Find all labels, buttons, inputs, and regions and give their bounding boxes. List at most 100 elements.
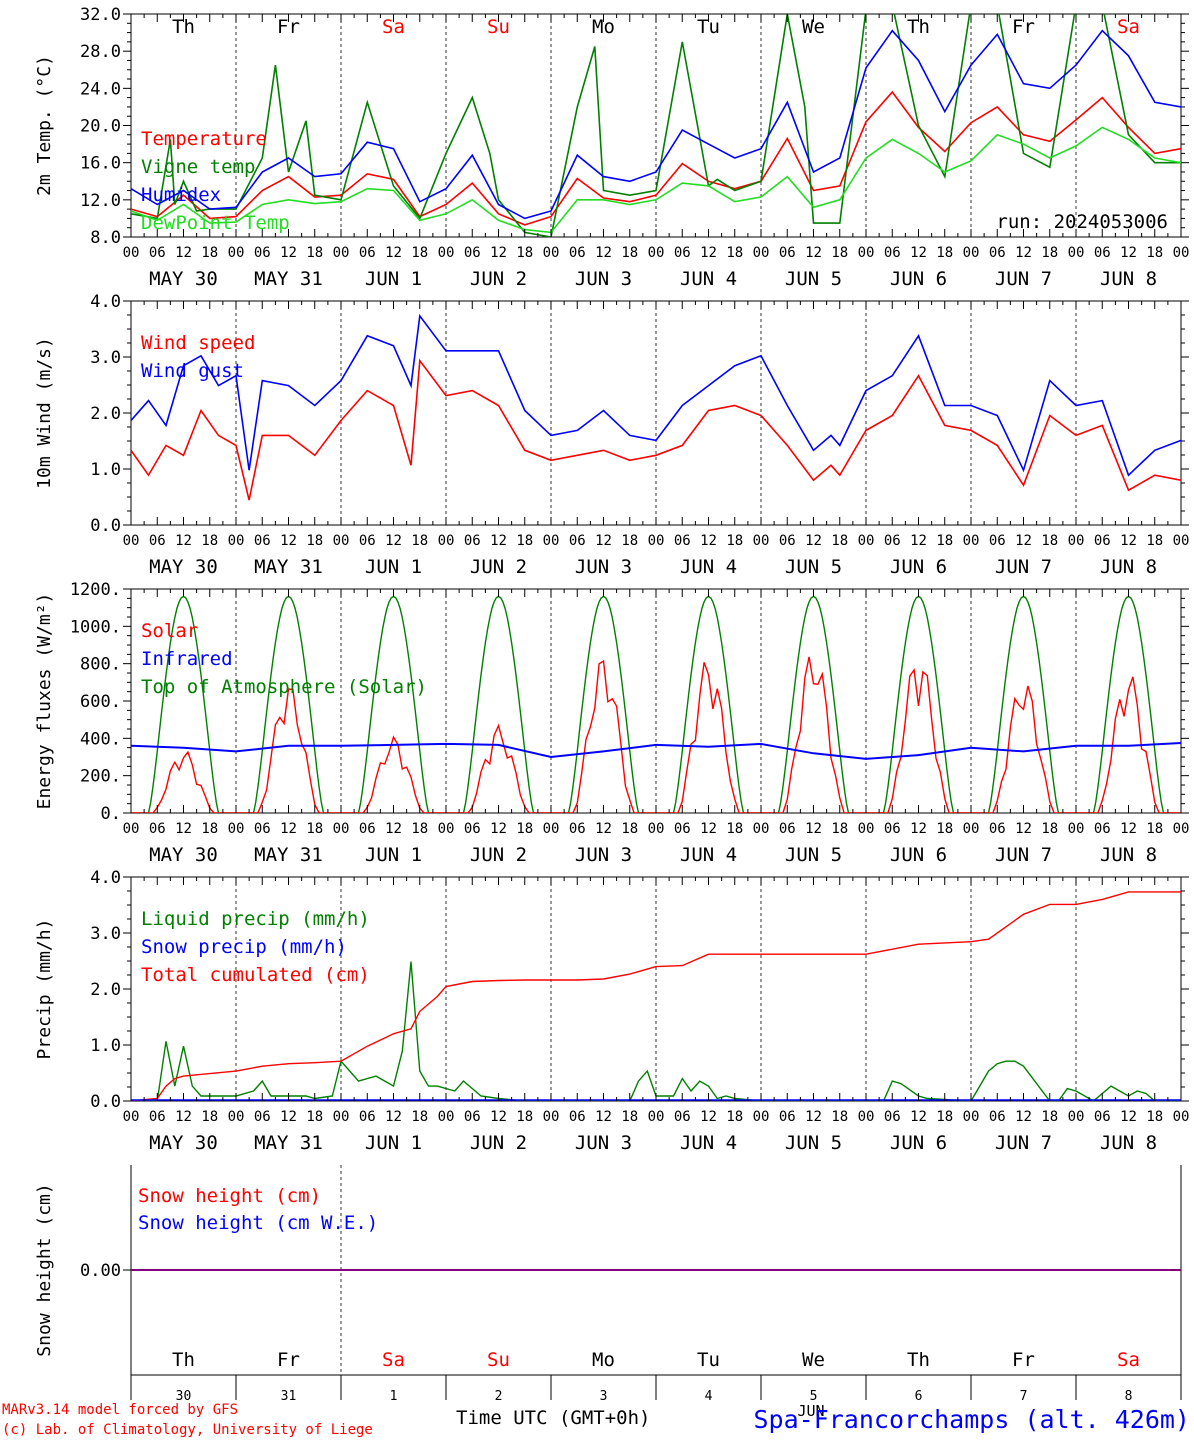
x-date-label: JUN 8 xyxy=(1100,268,1157,290)
x-date-label: JUN 7 xyxy=(995,556,1052,578)
x-hour-label: 12 xyxy=(805,245,822,261)
x-hour-label: 00 xyxy=(123,821,140,837)
y-tick-label: 20.0 xyxy=(80,117,121,137)
x-hour-label: 00 xyxy=(1068,245,1085,261)
x-hour-label: 12 xyxy=(280,821,297,837)
x-hour-label: 00 xyxy=(333,245,350,261)
run-label: run: 2024053006 xyxy=(996,211,1168,233)
day-of-week-label: Su xyxy=(487,16,510,38)
x-date-label: JUN 6 xyxy=(890,1132,947,1154)
day-of-week-label: Tu xyxy=(697,1349,720,1371)
x-date-label: JUN 4 xyxy=(680,268,737,290)
x-hour-label: 12 xyxy=(385,821,402,837)
x-hour-label: 18 xyxy=(621,533,638,549)
y-tick-label: 200. xyxy=(80,767,121,787)
legend-entry: Total cumulated (cm) xyxy=(141,964,370,986)
series-line-wind-gust xyxy=(131,313,1181,477)
y-axis-title: 2m Temp. (°C) xyxy=(34,55,55,196)
x-hour-label: 18 xyxy=(201,821,218,837)
x-hour-label: 12 xyxy=(1015,533,1032,549)
x-date-label: JUN 7 xyxy=(995,844,1052,866)
series-line-temperature xyxy=(131,90,1181,226)
x-date-label: MAY 31 xyxy=(254,556,323,578)
x-hour-label: 06 xyxy=(989,533,1006,549)
x-date-label: MAY 31 xyxy=(254,844,323,866)
day-number-label: 1 xyxy=(390,1389,398,1404)
x-hour-label: 06 xyxy=(989,245,1006,261)
legend-entry: Liquid precip (mm/h) xyxy=(141,908,370,930)
x-date-label: JUN 1 xyxy=(365,556,422,578)
x-hour-label: 12 xyxy=(490,245,507,261)
x-date-label: JUN 4 xyxy=(680,1132,737,1154)
x-hour-label: 12 xyxy=(910,821,927,837)
x-hour-label: 06 xyxy=(359,1109,376,1125)
y-tick-label: 12.0 xyxy=(80,191,121,211)
x-hour-label: 18 xyxy=(201,1109,218,1125)
x-hour-label: 12 xyxy=(700,821,717,837)
x-hour-label: 00 xyxy=(858,1109,875,1125)
x-hour-label: 12 xyxy=(385,245,402,261)
x-date-label: JUN 7 xyxy=(995,1132,1052,1154)
x-date-label: JUN 6 xyxy=(890,556,947,578)
day-number-label: 5 xyxy=(810,1389,818,1404)
day-of-week-label: Sa xyxy=(1117,1349,1140,1371)
x-hour-label: 06 xyxy=(779,533,796,549)
day-of-week-label: Fr xyxy=(277,1349,300,1371)
y-axis-title: Energy fluxes (W/m²) xyxy=(34,593,55,810)
x-hour-label: 06 xyxy=(569,821,586,837)
x-hour-label: 12 xyxy=(595,821,612,837)
y-axis-title: Snow height (cm) xyxy=(34,1183,55,1356)
x-date-label: JUN 3 xyxy=(575,556,632,578)
legend-entry: Solar xyxy=(141,620,198,642)
x-hour-label: 12 xyxy=(595,1109,612,1125)
x-hour-label: 06 xyxy=(569,533,586,549)
legend-entry: Snow height (cm) xyxy=(138,1185,321,1207)
x-hour-label: 00 xyxy=(438,1109,455,1125)
x-axis-title: Time UTC (GMT+0h) xyxy=(456,1407,650,1429)
x-date-label: JUN 5 xyxy=(785,844,842,866)
x-hour-label: 00 xyxy=(648,533,665,549)
x-hour-label: 00 xyxy=(753,1109,770,1125)
station-label: Spa-Francorchamps (alt. 426m) xyxy=(754,1405,1191,1434)
x-hour-label: 06 xyxy=(359,245,376,261)
x-hour-label: 00 xyxy=(963,821,980,837)
x-hour-label: 12 xyxy=(700,1109,717,1125)
legend-entry: Wind gust xyxy=(141,360,244,382)
legend-entry: Top of Atmosphere (Solar) xyxy=(141,676,427,698)
x-hour-label: 06 xyxy=(254,821,271,837)
x-hour-label: 00 xyxy=(1173,533,1190,549)
day-of-week-label: Fr xyxy=(277,16,300,38)
x-hour-label: 06 xyxy=(254,533,271,549)
day-of-week-label: Mo xyxy=(592,16,615,38)
x-hour-label: 00 xyxy=(438,821,455,837)
series-line-dewpoint-temp xyxy=(131,126,1181,234)
x-hour-label: 18 xyxy=(936,1109,953,1125)
panel-frame xyxy=(130,300,1182,526)
x-hour-label: 06 xyxy=(464,1109,481,1125)
month-label: JUN xyxy=(797,1402,824,1420)
x-hour-label: 12 xyxy=(1120,1109,1137,1125)
panel-frame xyxy=(130,13,1182,238)
x-hour-label: 00 xyxy=(333,533,350,549)
y-tick-label: 800. xyxy=(80,655,121,675)
legend-entry: Snow height (cm W.E.) xyxy=(138,1212,378,1234)
x-date-label: MAY 30 xyxy=(149,556,218,578)
x-hour-label: 12 xyxy=(805,821,822,837)
x-hour-label: 18 xyxy=(1041,1109,1058,1125)
x-hour-label: 18 xyxy=(411,1109,428,1125)
x-hour-label: 12 xyxy=(1120,821,1137,837)
x-hour-label: 00 xyxy=(648,245,665,261)
x-hour-label: 12 xyxy=(700,245,717,261)
y-tick-label: 4.0 xyxy=(90,292,121,312)
y-tick-label: 1.0 xyxy=(90,1036,121,1056)
x-hour-label: 12 xyxy=(1120,533,1137,549)
x-hour-label: 00 xyxy=(543,533,560,549)
x-hour-label: 12 xyxy=(805,1109,822,1125)
day-number-label: 31 xyxy=(281,1389,297,1404)
x-hour-label: 18 xyxy=(1041,245,1058,261)
x-hour-label: 18 xyxy=(306,1109,323,1125)
y-tick-label: 0.0 xyxy=(90,516,121,536)
x-hour-label: 00 xyxy=(1173,1109,1190,1125)
y-tick-label: 3.0 xyxy=(90,348,121,368)
day-number-label: 7 xyxy=(1020,1389,1028,1404)
